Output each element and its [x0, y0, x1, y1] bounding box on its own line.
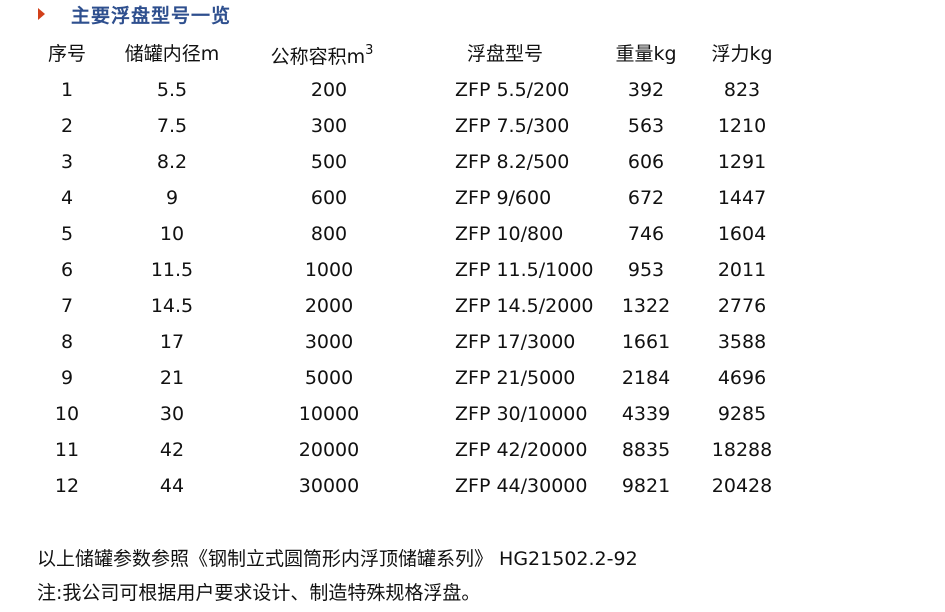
section-title: 主要浮盘型号一览: [38, 1, 231, 27]
cell-buoyancy: 3588: [717, 331, 767, 353]
arrow-bullet-icon: [38, 8, 45, 20]
cell-serial-no: 12: [54, 475, 80, 497]
cell-model: ZFP 9/600: [455, 187, 552, 209]
cell-weight: 4339: [621, 403, 671, 425]
cell-model: ZFP 30/10000: [455, 403, 588, 425]
cell-nominal-volume: 600: [310, 187, 348, 209]
cell-nominal-volume: 300: [310, 115, 348, 137]
cell-model: ZFP 17/3000: [455, 331, 576, 353]
cell-weight: 9821: [621, 475, 671, 497]
cell-weight: 606: [627, 151, 665, 173]
cell-nominal-volume: 3000: [304, 331, 354, 353]
cell-tank-diameter: 7.5: [156, 115, 188, 137]
header-tank-diameter: 储罐内径m: [125, 39, 220, 66]
cell-nominal-volume: 2000: [304, 295, 354, 317]
cell-weight: 1322: [621, 295, 671, 317]
cell-model: ZFP 44/30000: [455, 475, 588, 497]
cell-serial-no: 4: [60, 187, 74, 209]
cell-tank-diameter: 21: [159, 367, 185, 389]
cell-model: ZFP 11.5/1000: [455, 259, 594, 281]
cell-weight: 563: [627, 115, 665, 137]
cell-buoyancy: 1447: [717, 187, 767, 209]
header-label: 重量kg: [615, 43, 677, 65]
cell-buoyancy: 823: [723, 79, 761, 101]
header-label: 浮盘型号: [466, 43, 544, 65]
cell-buoyancy: 2011: [717, 259, 767, 281]
section-title-text: 主要浮盘型号一览: [71, 4, 232, 27]
cell-serial-no: 11: [54, 439, 80, 461]
header-label: 储罐内径m: [124, 43, 220, 65]
cell-weight: 8835: [621, 439, 671, 461]
header-label: 序号: [47, 43, 87, 65]
cell-weight: 672: [627, 187, 665, 209]
cell-nominal-volume: 5000: [304, 367, 354, 389]
cell-tank-diameter: 10: [159, 223, 185, 245]
cell-serial-no: 6: [60, 259, 74, 281]
cell-model: ZFP 5.5/200: [455, 79, 570, 101]
cell-serial-no: 1: [60, 79, 74, 101]
custom-note: 注:我公司可根据用户要求设计、制造特殊规格浮盘。: [37, 582, 481, 604]
cell-buoyancy: 2776: [717, 295, 767, 317]
cell-tank-diameter: 14.5: [150, 295, 194, 317]
cell-weight: 953: [627, 259, 665, 281]
cell-serial-no: 5: [60, 223, 74, 245]
cell-weight: 1661: [621, 331, 671, 353]
cell-model: ZFP 7.5/300: [455, 115, 570, 137]
cell-buoyancy: 1210: [717, 115, 767, 137]
cell-buoyancy: 20428: [711, 475, 773, 497]
cell-tank-diameter: 30: [159, 403, 185, 425]
header-nominal-volume: 公称容积m3: [271, 42, 374, 69]
cell-serial-no: 2: [60, 115, 74, 137]
cell-weight: 392: [627, 79, 665, 101]
superscript: 3: [365, 43, 374, 58]
cell-buoyancy: 18288: [711, 439, 773, 461]
cell-buoyancy: 9285: [717, 403, 767, 425]
header-buoyancy: 浮力kg: [711, 39, 772, 66]
cell-tank-diameter: 8.2: [156, 151, 188, 173]
cell-model: ZFP 10/800: [455, 223, 564, 245]
cell-serial-no: 10: [54, 403, 80, 425]
cell-weight: 2184: [621, 367, 671, 389]
cell-serial-no: 8: [60, 331, 74, 353]
cell-nominal-volume: 200: [310, 79, 348, 101]
header-serial-no: 序号: [48, 39, 86, 66]
cell-tank-diameter: 42: [159, 439, 185, 461]
cell-tank-diameter: 9: [165, 187, 179, 209]
cell-model: ZFP 42/20000: [455, 439, 588, 461]
cell-weight: 746: [627, 223, 665, 245]
cell-nominal-volume: 500: [310, 151, 348, 173]
cell-serial-no: 7: [60, 295, 74, 317]
cell-buoyancy: 1604: [717, 223, 767, 245]
cell-model: ZFP 21/5000: [455, 367, 576, 389]
cell-model: ZFP 14.5/2000: [455, 295, 594, 317]
header-model: 浮盘型号: [467, 39, 543, 66]
header-label: 公称容积m: [270, 46, 366, 68]
reference-note: 以上储罐参数参照《钢制立式圆筒形内浮顶储罐系列》 HG21502.2-92: [37, 548, 638, 570]
cell-serial-no: 9: [60, 367, 74, 389]
cell-tank-diameter: 11.5: [150, 259, 194, 281]
cell-nominal-volume: 30000: [298, 475, 360, 497]
header-label: 浮力kg: [711, 43, 773, 65]
header-weight: 重量kg: [615, 39, 676, 66]
cell-nominal-volume: 20000: [298, 439, 360, 461]
cell-nominal-volume: 800: [310, 223, 348, 245]
cell-tank-diameter: 5.5: [156, 79, 188, 101]
cell-model: ZFP 8.2/500: [455, 151, 570, 173]
cell-nominal-volume: 1000: [304, 259, 354, 281]
cell-nominal-volume: 10000: [298, 403, 360, 425]
cell-buoyancy: 1291: [717, 151, 767, 173]
cell-buoyancy: 4696: [717, 367, 767, 389]
cell-tank-diameter: 17: [159, 331, 185, 353]
cell-tank-diameter: 44: [159, 475, 185, 497]
cell-serial-no: 3: [60, 151, 74, 173]
